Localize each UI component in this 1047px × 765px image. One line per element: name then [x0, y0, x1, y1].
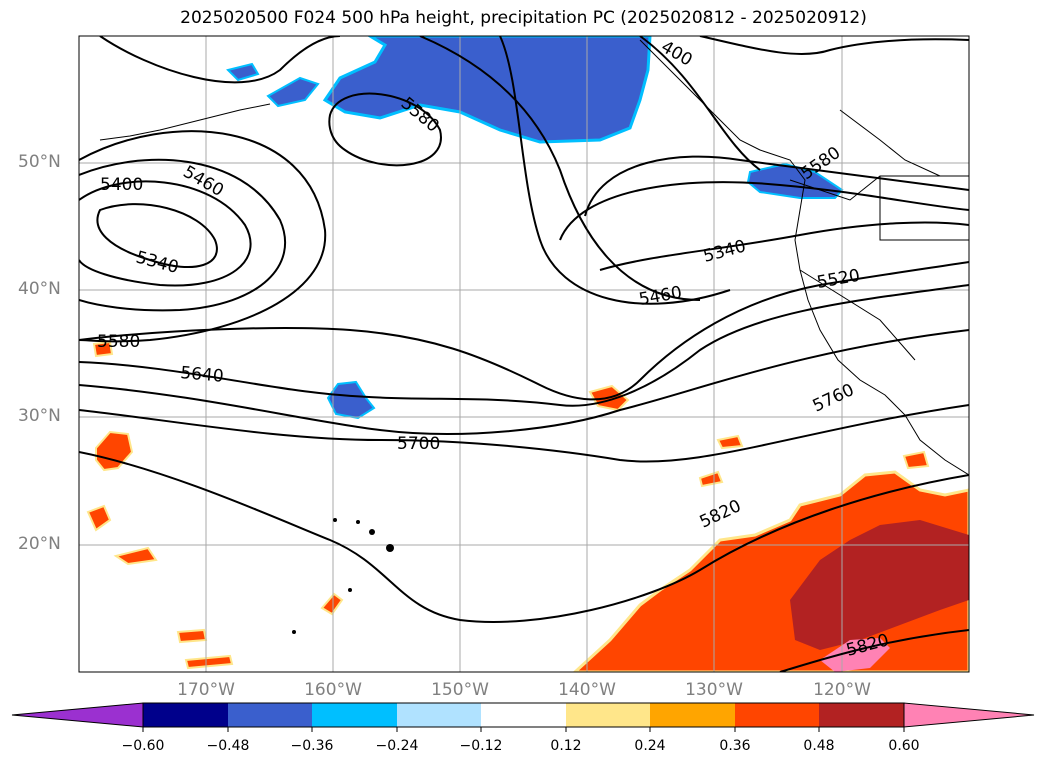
precip-negative-pacific	[326, 380, 376, 420]
precip-positive-dark	[790, 520, 969, 650]
colorbar-swatch	[397, 703, 481, 727]
colorbar-swatch	[143, 703, 228, 727]
lon-label: 140°W	[558, 680, 616, 700]
colorbar-tick-label: −0.36	[290, 738, 334, 754]
map-title: 2025020500 F024 500 hPa height, precipit…	[180, 8, 867, 28]
colorbar-swatch	[481, 703, 566, 727]
precip-positive-w8	[184, 654, 234, 670]
lat-label: 50°N	[18, 152, 61, 172]
contour-label: 5760	[810, 380, 858, 416]
lat-label: 20°N	[18, 534, 61, 554]
precip-positive-w4	[92, 340, 114, 358]
colorbar-swatch	[819, 703, 904, 727]
contour-label: 5580	[97, 332, 140, 352]
colorbar-tick-label: −0.48	[206, 738, 250, 754]
colorbar-extend-low	[11, 702, 144, 728]
lon-label: 150°W	[431, 680, 489, 700]
colorbar-tick-label: 0.60	[888, 738, 920, 754]
contour-label: 5700	[397, 434, 440, 454]
precip-positive-w1	[95, 430, 134, 472]
precip-negative-alaska	[226, 62, 260, 82]
contour-label: 400	[658, 37, 696, 71]
lon-label: 120°W	[813, 680, 871, 700]
contour-label: 5400	[100, 175, 143, 195]
lat-label: 40°N	[18, 279, 61, 299]
colorbar-tick-label: 0.48	[803, 738, 835, 754]
colorbar-swatch	[312, 703, 397, 727]
colorbar-tick-label: 0.36	[719, 738, 751, 754]
colorbar-tick-label: 0.12	[550, 738, 582, 754]
colorbar-tick-label: −0.60	[121, 738, 165, 754]
contour-label: 5340	[134, 248, 181, 279]
precip-positive-w6	[320, 592, 344, 616]
colorbar-tick-label: 0.24	[634, 738, 666, 754]
colorbar-swatch	[735, 703, 819, 727]
precip-positive-w3	[113, 546, 158, 566]
precip-negative-north	[322, 36, 652, 144]
contour-label: 5520	[815, 266, 861, 293]
height-contours	[79, 36, 969, 672]
precip-positive-w7	[176, 628, 208, 644]
contour-label: 5820	[697, 496, 745, 532]
precip-positive-w2	[86, 504, 112, 532]
map-frame	[78, 35, 970, 673]
lon-label: 170°W	[177, 680, 235, 700]
lat-label: 30°N	[18, 406, 61, 426]
colorbar	[11, 702, 1035, 732]
precip-negative-aleut	[266, 76, 320, 108]
colorbar-tick-label: −0.12	[459, 738, 503, 754]
lon-label: 160°W	[304, 680, 362, 700]
precipitation-field	[86, 36, 969, 672]
colorbar-swatch	[650, 703, 735, 727]
colorbar-swatch	[228, 703, 312, 727]
contour-label: 5340	[701, 236, 748, 267]
islands	[292, 518, 394, 634]
colorbar-tick-label: −0.24	[375, 738, 419, 754]
precip-positive-w11	[698, 470, 724, 488]
precip-positive-w9	[902, 450, 930, 470]
precip-positive-w10	[716, 434, 744, 450]
colorbar-extend-high	[903, 702, 1035, 728]
contour-label: 5640	[180, 363, 225, 387]
colorbar-swatch	[566, 703, 650, 727]
contour-label: 5460	[180, 162, 227, 201]
lon-label: 130°W	[685, 680, 743, 700]
